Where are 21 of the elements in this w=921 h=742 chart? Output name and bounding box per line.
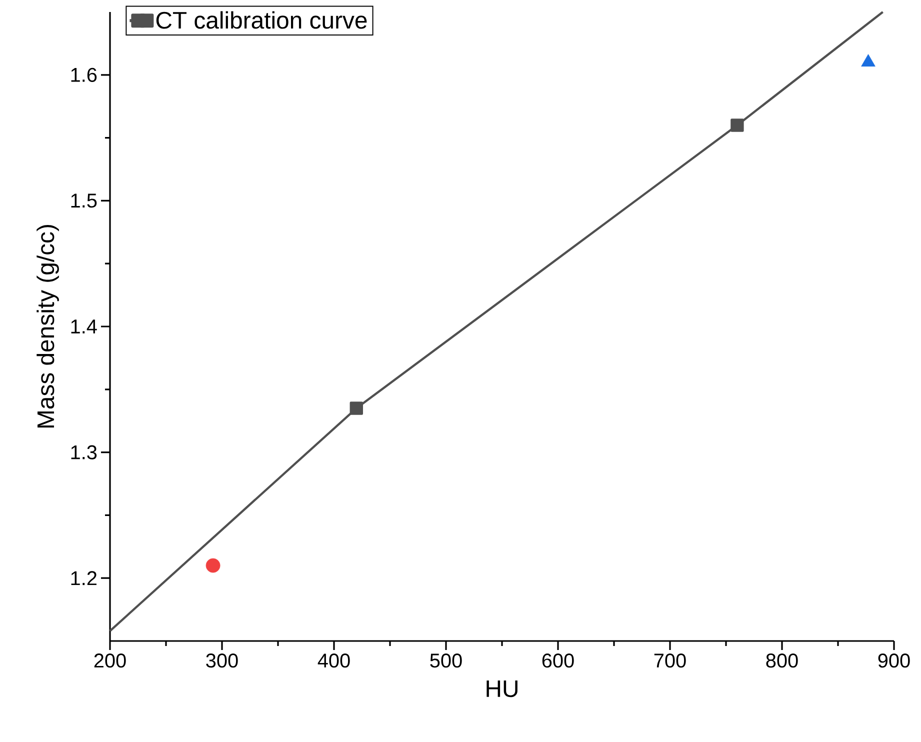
point [861, 54, 876, 67]
legend-label: CT calibration curve [156, 11, 367, 29]
y-tick-label: 1.2 [71, 571, 96, 586]
y-tick-label: 1.6 [71, 68, 97, 82]
x-tick-label: 400 [318, 654, 350, 668]
x-tick-label: 900 [878, 654, 910, 668]
x-tick-label: 500 [430, 654, 462, 668]
x-tick-label: 200 [94, 654, 126, 668]
point [730, 118, 744, 132]
y-tick-label: 1.4 [71, 320, 97, 334]
y-tick-label: 1.3 [71, 445, 97, 460]
point [206, 558, 220, 573]
y-axis-title: Mass density (g/cc) [36, 225, 59, 428]
x-axis-title: HU [486, 680, 518, 698]
x-tick-label: 700 [654, 654, 686, 668]
x-tick-label: 800 [766, 654, 798, 668]
y-tick-label: 1.5 [71, 194, 97, 208]
point [350, 402, 363, 415]
x-tick-label: 300 [206, 654, 238, 668]
x-tick-label: 600 [542, 654, 574, 668]
line-series [108, 10, 884, 632]
